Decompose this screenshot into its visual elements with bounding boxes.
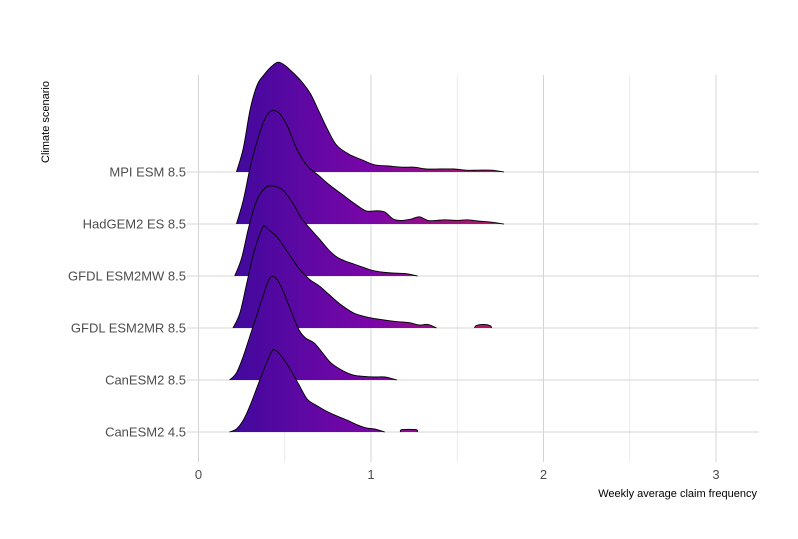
ridge-outline: [236, 61, 504, 173]
y-tick-label: CanESM2 8.5: [105, 373, 186, 388]
y-tick-label: CanESM2 4.5: [105, 425, 186, 440]
y-tick-label: MPI ESM 8.5: [109, 165, 186, 180]
ridge-area: [474, 324, 492, 328]
ridge-outline: [229, 275, 397, 381]
y-tick-label: HadGEM2 ES 8.5: [83, 217, 186, 232]
y-tick-label: GFDL ESM2MR 8.5: [71, 321, 186, 336]
x-tick-label: 1: [367, 467, 374, 482]
x-tick-label: 3: [712, 467, 719, 482]
ridge-area: [400, 429, 418, 432]
ridge-outline: [229, 349, 385, 433]
ridge-series: [236, 110, 504, 225]
ridge-series: [229, 349, 419, 433]
x-tick-label: 0: [195, 467, 202, 482]
ridge-area: [236, 110, 504, 224]
ridge-area: [229, 349, 385, 432]
ridge-layer: [229, 61, 504, 433]
ridge-outline: [236, 110, 504, 225]
ridge-series: [236, 61, 504, 173]
ridge-outline: [474, 323, 493, 329]
ridge-area: [236, 62, 504, 172]
x-tick-label: 2: [540, 467, 547, 482]
ridge-outline: [234, 185, 418, 277]
ridge-outline: [232, 225, 437, 329]
ridge-outline: [399, 428, 419, 433]
y-tick-label: GFDL ESM2MW 8.5: [68, 269, 186, 284]
y-axis-title: Climate scenario: [40, 81, 52, 163]
x-axis-title: Weekly average claim frequency: [598, 488, 757, 500]
label-layer: CanESM2 4.5 CanESM2 8.5 GFDL ESM2MR 8.5 GFD…: [68, 165, 720, 483]
